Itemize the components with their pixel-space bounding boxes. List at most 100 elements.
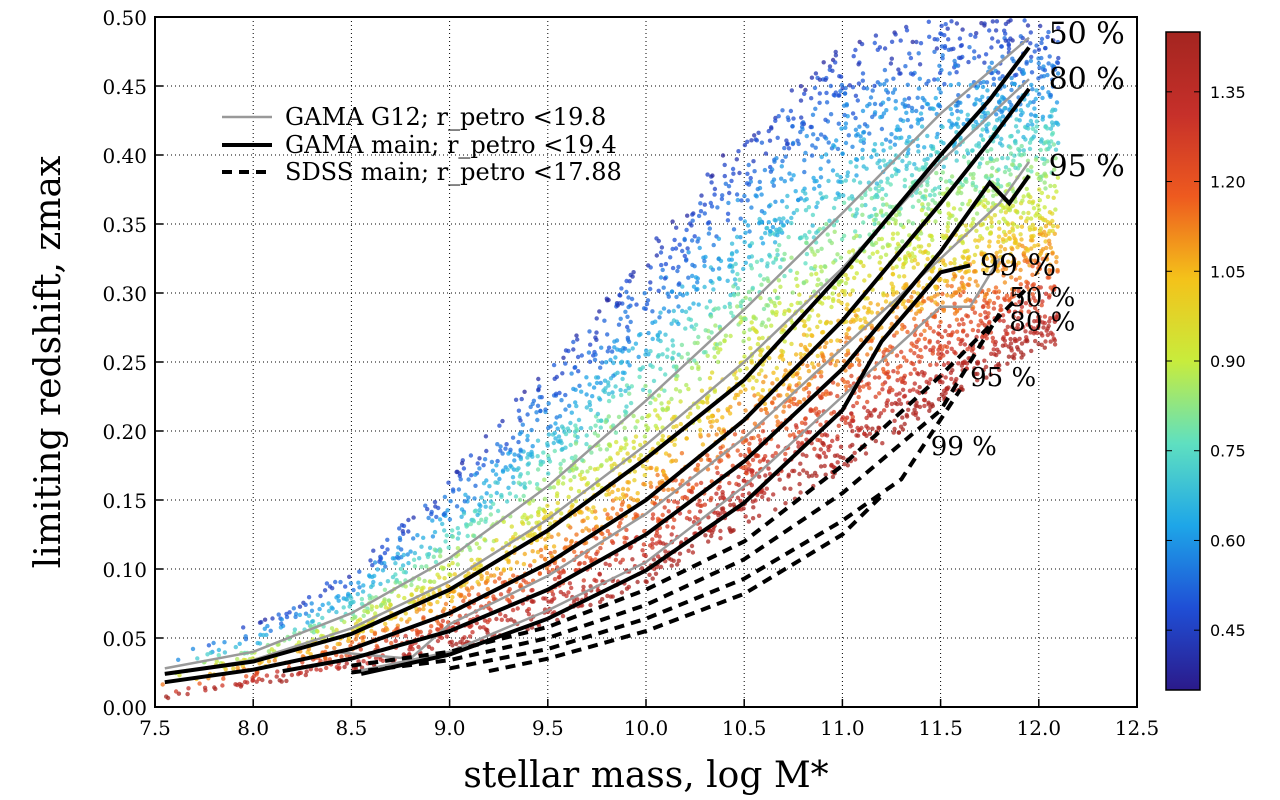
scatter-point <box>735 392 741 398</box>
scatter-point <box>991 300 997 306</box>
scatter-point <box>1017 299 1022 304</box>
scatter-point <box>1026 287 1032 292</box>
scatter-point <box>889 56 894 61</box>
scatter-point <box>1047 54 1052 59</box>
scatter-point <box>831 205 837 211</box>
scatter-point <box>260 677 265 683</box>
scatter-point <box>498 448 503 453</box>
scatter-point <box>890 408 895 413</box>
scatter-point <box>963 270 968 275</box>
scatter-point <box>1029 70 1035 75</box>
scatter-point <box>1017 163 1023 168</box>
scatter-point <box>791 432 796 437</box>
scatter-point <box>615 303 620 308</box>
scatter-point <box>1012 73 1017 78</box>
scatter-point <box>563 348 569 353</box>
scatter-point <box>954 150 959 155</box>
scatter-point <box>698 427 703 433</box>
scatter-point <box>751 505 756 510</box>
scatter-point <box>1046 29 1051 35</box>
scatter-point <box>956 124 961 129</box>
scatter-point <box>830 438 835 444</box>
scatter-point <box>1000 54 1005 59</box>
scatter-point <box>870 251 875 256</box>
scatter-point <box>989 216 994 221</box>
scatter-point <box>967 198 973 204</box>
scatter-point <box>800 121 805 126</box>
scatter-point <box>710 267 716 272</box>
scatter-point <box>572 474 577 480</box>
scatter-point <box>743 408 748 413</box>
scatter-point <box>349 640 355 645</box>
scatter-point <box>892 142 898 147</box>
scatter-point <box>835 172 840 178</box>
scatter-point <box>551 440 556 446</box>
scatter-point <box>843 121 849 126</box>
scatter-point <box>848 160 853 165</box>
scatter-point <box>1015 224 1020 229</box>
scatter-point <box>506 485 511 490</box>
scatter-point <box>845 348 851 353</box>
scatter-point <box>1029 169 1034 174</box>
scatter-point <box>752 421 758 426</box>
scatter-point <box>797 376 802 381</box>
scatter-point <box>901 299 907 304</box>
scatter-point <box>379 602 384 608</box>
scatter-point <box>1036 242 1041 248</box>
scatter-point <box>940 124 945 130</box>
scatter-point <box>1010 287 1015 292</box>
scatter-point <box>371 579 376 585</box>
scatter-point <box>804 196 809 202</box>
scatter-point <box>854 400 860 406</box>
scatter-point <box>862 122 868 127</box>
scatter-point <box>728 502 733 508</box>
scatter-point <box>743 464 748 470</box>
scatter-point <box>706 335 712 340</box>
scatter-point <box>293 611 299 617</box>
scatter-point <box>827 218 832 223</box>
scatter-point <box>725 211 731 216</box>
scatter-point <box>505 618 510 623</box>
scatter-point <box>775 444 781 449</box>
scatter-point <box>1022 18 1027 23</box>
scatter-point <box>926 202 931 207</box>
scatter-point <box>995 181 1000 187</box>
scatter-point <box>842 292 847 297</box>
scatter-point <box>459 461 465 466</box>
scatter-point <box>932 294 937 299</box>
scatter-point <box>1018 215 1024 220</box>
scatter-point <box>821 450 827 456</box>
scatter-point <box>518 447 523 452</box>
scatter-point <box>1044 328 1049 333</box>
scatter-point <box>429 624 434 629</box>
scatter-point <box>606 442 612 447</box>
scatter-point <box>450 528 455 533</box>
scatter-point <box>173 689 179 694</box>
scatter-point <box>569 585 574 591</box>
scatter-point <box>960 254 965 259</box>
scatter-point <box>594 524 600 529</box>
scatter-point <box>241 625 246 630</box>
scatter-point <box>934 362 939 367</box>
scatter-point <box>989 220 994 225</box>
scatter-point <box>802 169 807 175</box>
scatter-point <box>561 355 566 360</box>
scatter-point <box>903 305 908 310</box>
scatter-point <box>538 408 543 414</box>
scatter-point <box>880 100 886 105</box>
scatter-point <box>838 179 843 184</box>
scatter-point <box>910 204 916 209</box>
scatter-point <box>836 194 842 200</box>
scatter-point <box>803 87 808 93</box>
scatter-point <box>905 82 910 88</box>
scatter-point <box>712 510 718 515</box>
scatter-point <box>573 400 578 405</box>
scatter-point <box>348 581 354 586</box>
scatter-point <box>551 544 557 549</box>
scatter-point <box>401 569 407 575</box>
scatter-point <box>902 97 907 102</box>
scatter-point <box>973 279 978 284</box>
scatter-point <box>983 310 988 315</box>
scatter-point <box>807 327 812 332</box>
